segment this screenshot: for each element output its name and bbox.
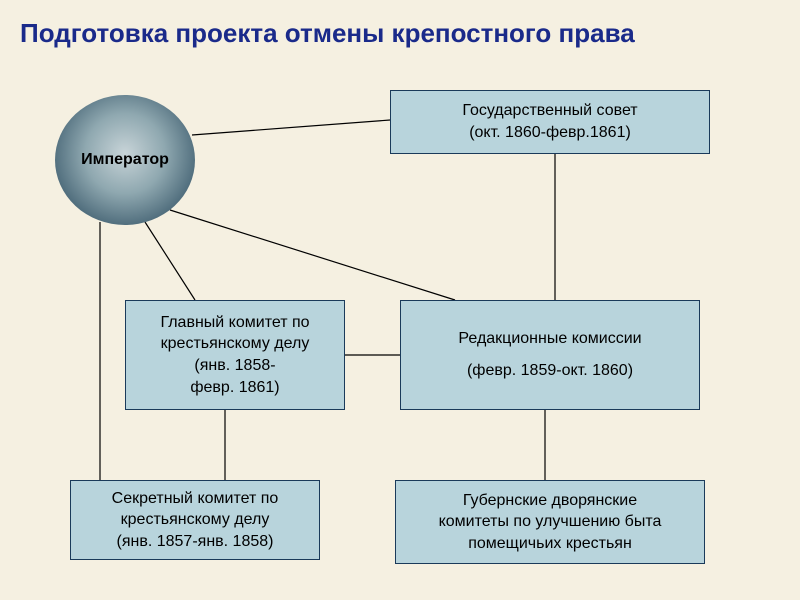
emperor-node: Император — [55, 95, 195, 225]
box-line: февр. 1861) — [190, 377, 279, 399]
box-line: (янв. 1857-янв. 1858) — [117, 531, 274, 553]
editorial-box: Редакционные комиссии (февр. 1859-окт. 1… — [400, 300, 700, 410]
box-line: (февр. 1859-окт. 1860) — [467, 360, 633, 382]
emperor-label: Император — [81, 151, 169, 169]
box-line: комитеты по улучшению быта — [439, 511, 662, 533]
secret-committee-box: Секретный комитет по крестьянскому делу … — [70, 480, 320, 560]
state-council-box: Государственный совет (окт. 1860-февр.18… — [390, 90, 710, 154]
main-committee-box: Главный комитет по крестьянскому делу (я… — [125, 300, 345, 410]
box-line: Главный комитет по — [160, 312, 309, 334]
box-line: Редакционные комиссии — [458, 328, 641, 350]
edge — [192, 120, 390, 135]
box-line: Секретный комитет по — [112, 488, 279, 510]
box-line: крестьянскому делу — [161, 333, 310, 355]
box-line: крестьянскому делу — [121, 509, 270, 531]
box-line: (окт. 1860-февр.1861) — [469, 122, 631, 144]
box-line: (янв. 1858- — [194, 355, 275, 377]
provincial-box: Губернские дворянские комитеты по улучше… — [395, 480, 705, 564]
box-line: Губернские дворянские — [463, 490, 637, 512]
box-line: Государственный совет — [462, 100, 637, 122]
box-line: помещичьих крестьян — [468, 533, 632, 555]
page-title: Подготовка проекта отмены крепостного пр… — [20, 18, 635, 49]
edge — [170, 210, 455, 300]
edge — [145, 222, 195, 300]
